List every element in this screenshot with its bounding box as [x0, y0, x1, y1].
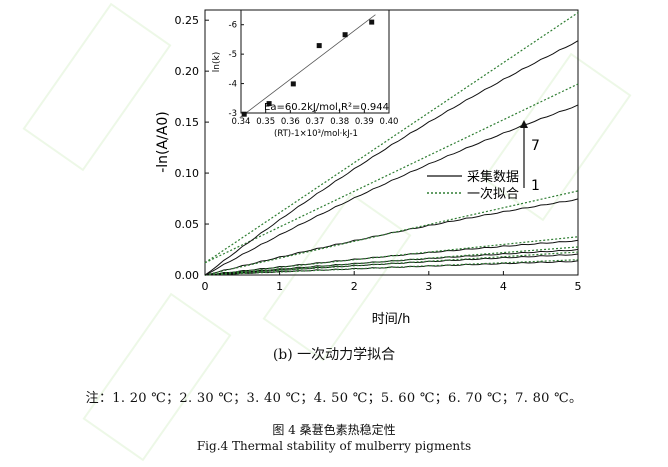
series-collected-line: [204, 253, 579, 276]
x-tick-label: 5: [575, 280, 582, 293]
y-tick-label: 0.05: [175, 218, 200, 231]
inset-data-point: [266, 101, 272, 107]
inset-x-tick-label: 0.38: [330, 117, 349, 127]
figure-title-en: Fig.4 Thermal stability of mulberry pigm…: [196, 439, 472, 453]
series-collected-line: [204, 104, 579, 276]
temperature-arrow: 7 1: [520, 120, 540, 194]
series-collected-line: [204, 239, 579, 276]
inset-marks: [239, 14, 376, 119]
figure-title-cn: 图 4 桑葚色素热稳定性: [272, 423, 396, 437]
inset-y-tick-label: -6: [229, 21, 237, 31]
inset-x-tick-label: 0.39: [355, 117, 374, 127]
y-tick-label: 0.00: [175, 269, 200, 282]
y-axis-label: -ln(A/A0): [155, 111, 171, 173]
series-collected-line: [204, 198, 579, 276]
legend: 采集数据 一次拟合: [427, 169, 519, 202]
inset-data-point: [316, 43, 322, 49]
inset-frame: [240, 9, 390, 114]
inset-x-label: (RT)-1×10³/mol·kJ-1: [274, 129, 358, 139]
inset-x-tick-label: 0.35: [256, 117, 275, 127]
inset-ticks: 0.34 0.35 0.36 0.37 0.38 0.39 0.40 -3 -4 -5 -6: [229, 21, 399, 127]
inset-fit-line: [239, 14, 376, 119]
x-tick-label: 4: [500, 280, 507, 293]
inset-data-point: [290, 81, 296, 87]
inset-x-tick-label: 0.40: [380, 117, 399, 127]
inset-y-tick-label: -3: [229, 109, 237, 119]
inset-x-tick-label: 0.34: [232, 117, 251, 127]
series-fit-line: [204, 83, 579, 264]
y-tick-label: 0.15: [175, 116, 200, 129]
inset-data-point: [241, 111, 247, 117]
series-fit-line: [204, 236, 579, 276]
arrow-label-bottom: 1: [531, 178, 540, 194]
x-tick-label: 2: [351, 280, 358, 293]
legend-fitted-label: 一次拟合: [467, 186, 519, 202]
temperature-note: 注：1. 20 ℃；2. 30 ℃；3. 40 ℃；4. 50 ℃；5. 60 …: [85, 391, 583, 406]
inset-y-label: ln(k): [212, 52, 222, 72]
plot-frame: [204, 9, 579, 276]
series-collected-line: [205, 260, 579, 276]
x-tick-label: 3: [425, 280, 432, 293]
inset-data-point: [369, 19, 375, 25]
inset-y-tick-label: -4: [229, 80, 237, 90]
x-axis-label: 时间/h: [372, 312, 411, 327]
inset-data-point: [342, 32, 348, 38]
y-tick-label: 0.20: [175, 65, 200, 78]
kinetics-figure: 0 1 2 3 4 5 0.00 0.05 0.10 0.15 0.20 0.25 -ln(A/A0)…: [155, 9, 582, 327]
inset-x-tick-label: 0.36: [281, 117, 300, 127]
y-tick-label: 0.25: [175, 14, 200, 27]
series-collected-line: [204, 40, 579, 276]
y-tick-label: 0.10: [175, 167, 200, 180]
legend-collected-label: 采集数据: [467, 169, 519, 185]
main-ticks: 0 1 2 3 4 5 0.00 0.05 0.10 0.15 0.20 0.25: [175, 14, 582, 293]
series-fit-line: [204, 12, 579, 264]
arrow-head: [520, 120, 528, 128]
arrow-label-top: 7: [531, 138, 540, 154]
x-tick-label: 0: [202, 280, 209, 293]
inset-annotation: Ea=60.2kJ/mol,R²=0.944: [264, 102, 389, 113]
inset-x-tick-label: 0.37: [306, 117, 325, 127]
x-tick-label: 1: [276, 280, 283, 293]
subfigure-caption: (b) 一次动力学拟合: [272, 347, 396, 363]
inset-y-tick-label: -5: [229, 50, 237, 60]
main-curves: [204, 12, 579, 276]
series-collected-line: [204, 248, 579, 276]
